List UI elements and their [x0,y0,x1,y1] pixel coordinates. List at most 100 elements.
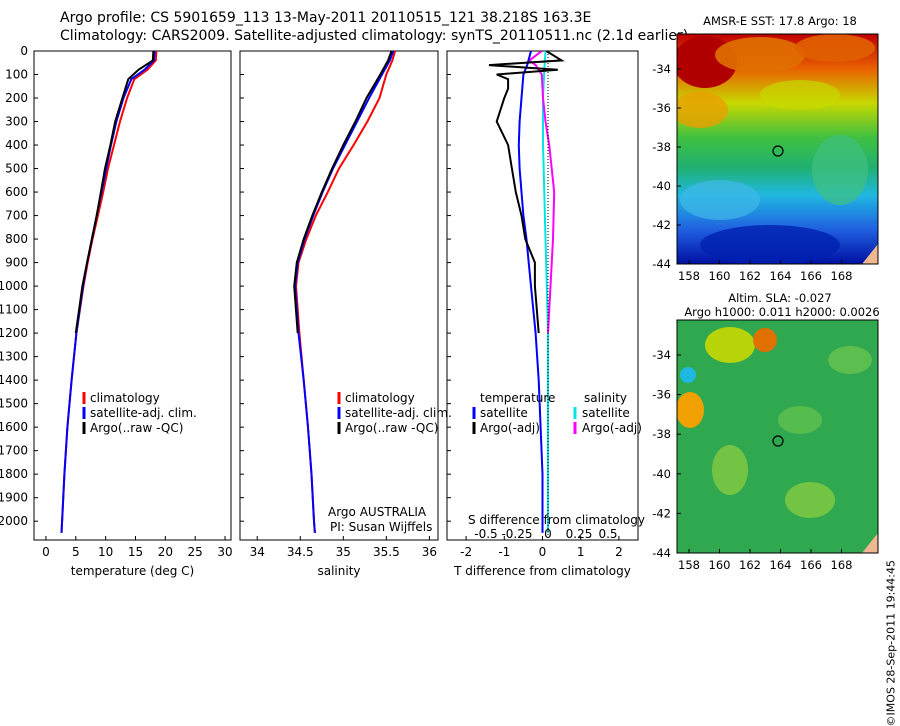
argo-location-marker [772,145,784,157]
legend-label-satellite: satellite-adj. clim. [90,406,197,420]
sla-map-title-2: Argo h1000: 0.011 h2000: 0.0026 [684,305,880,319]
depth-tick-label: 800 [5,232,28,246]
depth-tick-label: 1700 [0,444,28,458]
profile-group [488,51,565,533]
axis-labels-layer: 0100200300400500600700800900100011001200… [0,44,631,578]
legend-label-sal-argo: Argo(-adj) [582,421,642,435]
lat-tick-label: -36 [652,388,671,402]
salinity-diff-line-argo [527,51,556,334]
x-tick-label: 34.5 [287,545,314,559]
depth-tick-label: 1100 [0,303,28,317]
lat-tick-label: -44 [652,546,671,560]
temperature-diff-line-satellite [517,51,544,533]
difference-legend: temperature salinity satellite Argo(-adj… [472,391,642,435]
x-tick-label: -2 [460,545,472,559]
legend-label-sal-satellite: satellite [582,406,630,420]
lat-tick-label: -40 [652,179,671,193]
figure-canvas: 0100200300400500600700800900100011001200… [0,33,879,578]
pi-name-note: PI: Susan Wijffels [330,520,432,534]
legend-label-argo: Argo(..raw -QC) [345,421,438,435]
sla-map-frame [676,319,879,554]
depth-tick-label: 1500 [0,397,28,411]
lon-tick-label: 164 [770,558,792,572]
legend-label-satellite: satellite-adj. clim. [345,406,452,420]
legend-header-salinity: salinity [584,391,627,405]
depth-tick-label: 700 [5,209,28,223]
lat-tick-label: -44 [652,257,671,271]
lon-tick-label: 168 [831,558,853,572]
x-tick-label: 35.5 [373,545,400,559]
series-line-satellite [294,51,395,533]
x-tick-label: 5 [72,545,80,559]
temperature-plot-frame [33,50,232,541]
lat-tick-label: -34 [652,348,671,362]
s-difference-label: S difference from climatology [468,513,645,527]
x-tick-label: 0 [539,545,547,559]
lat-tick-label: -42 [652,506,671,520]
legend-label-temp-argo: Argo(-adj) [480,421,540,435]
s-diff-tick: -0.25 [501,527,532,541]
x-tick-label: 1 [577,545,585,559]
profile-lines-layer [60,51,565,533]
s-difference-ticks: -0.5 -0.25 0 0.25 0.5 [474,527,617,541]
argo-programme-note: Argo AUSTRALIA [328,505,427,519]
x-tick-label: 36 [422,545,437,559]
x-axis-label: salinity [317,564,360,578]
salinity-legend: climatology satellite-adj. clim. Argo(..… [337,391,452,435]
depth-tick-label: 1200 [0,326,28,340]
sst-map-title: AMSR-E SST: 17.8 Argo: 18 [703,14,857,28]
depth-tick-label: 1000 [0,279,28,293]
series-line-argo [293,51,393,334]
depth-tick-label: 400 [5,138,28,152]
s-diff-tick: 0 [544,527,552,541]
lat-tick-label: -42 [652,218,671,232]
series-line-satellite [60,51,156,533]
figure-title-line1: Argo profile: CS 5901659_113 13-May-2011… [60,10,592,26]
imos-timestamp: ©IMOS 28-Sep-2011 19:44:45 [884,560,897,726]
lat-tick-label: -38 [652,140,671,154]
lon-tick-label: 166 [800,269,822,283]
x-tick-label: 25 [188,545,203,559]
lon-tick-label: 166 [800,558,822,572]
lon-tick-label: 162 [739,558,761,572]
temperature-legend: climatology satellite-adj. clim. Argo(..… [82,391,197,435]
depth-tick-label: 2000 [0,514,28,528]
salinity-plot-frame [239,50,439,541]
x-tick-label: 15 [128,545,143,559]
lon-tick-label: 158 [678,558,700,572]
s-diff-tick: -0.5 [474,527,497,541]
depth-tick-label: 100 [5,68,28,82]
legend-label-climatology: climatology [90,391,160,405]
legend-label-temp-satellite: satellite [480,406,528,420]
depth-tick-label: 900 [5,256,28,270]
legend-label-climatology: climatology [345,391,415,405]
argo-location-marker [772,435,784,447]
lon-tick-label: 160 [709,558,731,572]
lon-tick-label: 164 [770,269,792,283]
x-axis-label: temperature (deg C) [71,564,194,578]
lon-tick-label: 168 [831,269,853,283]
figure-title-line2: Climatology: CARS2009. Satellite-adjuste… [60,28,689,44]
depth-tick-label: 1400 [0,373,28,387]
axis-ticks-layer [34,50,620,540]
depth-tick-label: 300 [5,115,28,129]
sst-map [677,34,878,264]
depth-tick-label: 200 [5,91,28,105]
depth-tick-label: 500 [5,162,28,176]
temperature-diff-line-argo [488,51,565,334]
series-line-argo [74,51,155,334]
x-tick-label: 2 [615,545,623,559]
x-tick-label: 10 [98,545,113,559]
depth-tick-label: 1900 [0,491,28,505]
depth-tick-label: 1800 [0,467,28,481]
x-tick-label: 34 [250,545,265,559]
s-diff-tick: 0.5 [598,527,617,541]
depth-tick-label: 1300 [0,350,28,364]
profile-group [293,51,396,533]
lon-tick-label: 162 [739,269,761,283]
lat-tick-label: -40 [652,467,671,481]
lon-tick-label: 160 [709,269,731,283]
profile-group [60,51,158,533]
series-line-climatology [60,51,158,533]
lat-tick-label: -34 [652,62,671,76]
